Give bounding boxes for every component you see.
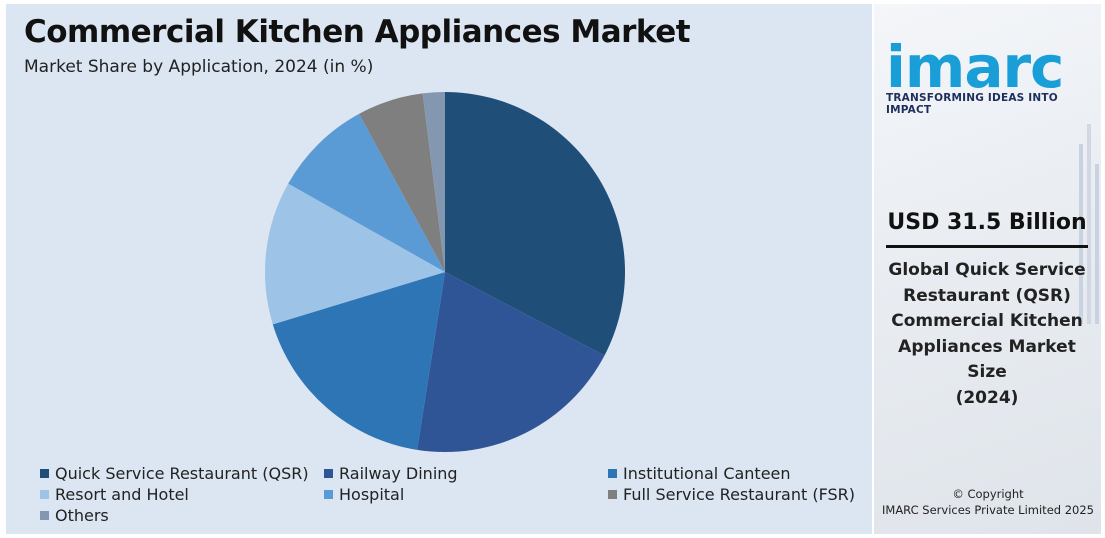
legend-label: Others xyxy=(55,506,109,525)
description-line: Size xyxy=(967,362,1007,382)
pie-slice-full-service-restaurant-fsr xyxy=(359,93,445,273)
description-line: Appliances Market xyxy=(898,336,1076,357)
copyright-line: IMARC Services Private Limited 2025 xyxy=(882,503,1094,517)
pie-slice-resort-and-hotel xyxy=(265,183,445,325)
legend-item: Others xyxy=(40,506,109,525)
pie-slice-railway-dining xyxy=(417,272,605,452)
legend-label: Quick Service Restaurant (QSR) xyxy=(55,464,309,483)
legend-swatch xyxy=(324,490,333,499)
legend-item: Full Service Restaurant (FSR) xyxy=(608,485,855,504)
legend-label: Institutional Canteen xyxy=(623,464,791,483)
legend-item: Resort and Hotel xyxy=(40,485,189,504)
market-size-description: Global Quick Service Restaurant (QSR) Co… xyxy=(884,258,1090,411)
legend-swatch xyxy=(40,469,49,478)
legend-item: Quick Service Restaurant (QSR) xyxy=(40,464,309,483)
side-panel: imarc TRANSFORMING IDEAS INTO IMPACT USD… xyxy=(874,4,1101,534)
chart-subtitle: Market Share by Application, 2024 (in %) xyxy=(24,57,374,77)
pie-slice-others xyxy=(422,92,445,272)
pie-slice-hospital xyxy=(288,113,445,272)
legend-item: Hospital xyxy=(324,485,404,504)
chart-panel: Commercial Kitchen Appliances Market Mar… xyxy=(6,4,872,534)
description-line: Commercial Kitchen xyxy=(891,311,1083,331)
legend-label: Full Service Restaurant (FSR) xyxy=(623,485,856,504)
legend-item: Railway Dining xyxy=(324,464,458,483)
copyright-line: © Copyright xyxy=(952,487,1024,501)
legend-swatch xyxy=(40,490,49,499)
legend-swatch xyxy=(40,511,49,520)
pie-slice-quick-service-restaurant-qsr xyxy=(445,92,625,356)
description-line: Global Quick Service xyxy=(888,260,1086,280)
pie-slice-institutional-canteen xyxy=(272,272,445,450)
decorative-bars xyxy=(1079,124,1099,324)
chart-legend: Quick Service Restaurant (QSR) Railway Di… xyxy=(40,464,870,534)
description-line: (2024) xyxy=(955,387,1019,408)
description-line: Restaurant (QSR) xyxy=(903,285,1071,306)
market-size-value: USD 31.5 Billion xyxy=(887,210,1087,235)
legend-label: Resort and Hotel xyxy=(55,485,189,504)
divider xyxy=(886,245,1088,248)
pie-chart xyxy=(265,92,625,452)
legend-swatch xyxy=(608,469,617,478)
imarc-logo: imarc xyxy=(886,33,1064,101)
brand-tagline: TRANSFORMING IDEAS INTO IMPACT xyxy=(886,92,1058,116)
legend-label: Railway Dining xyxy=(339,464,458,483)
legend-swatch xyxy=(608,490,617,499)
copyright: © Copyright IMARC Services Private Limit… xyxy=(882,486,1094,518)
legend-swatch xyxy=(324,469,333,478)
legend-item: Institutional Canteen xyxy=(608,464,791,483)
chart-title: Commercial Kitchen Appliances Market xyxy=(24,14,691,50)
legend-label: Hospital xyxy=(339,485,405,504)
